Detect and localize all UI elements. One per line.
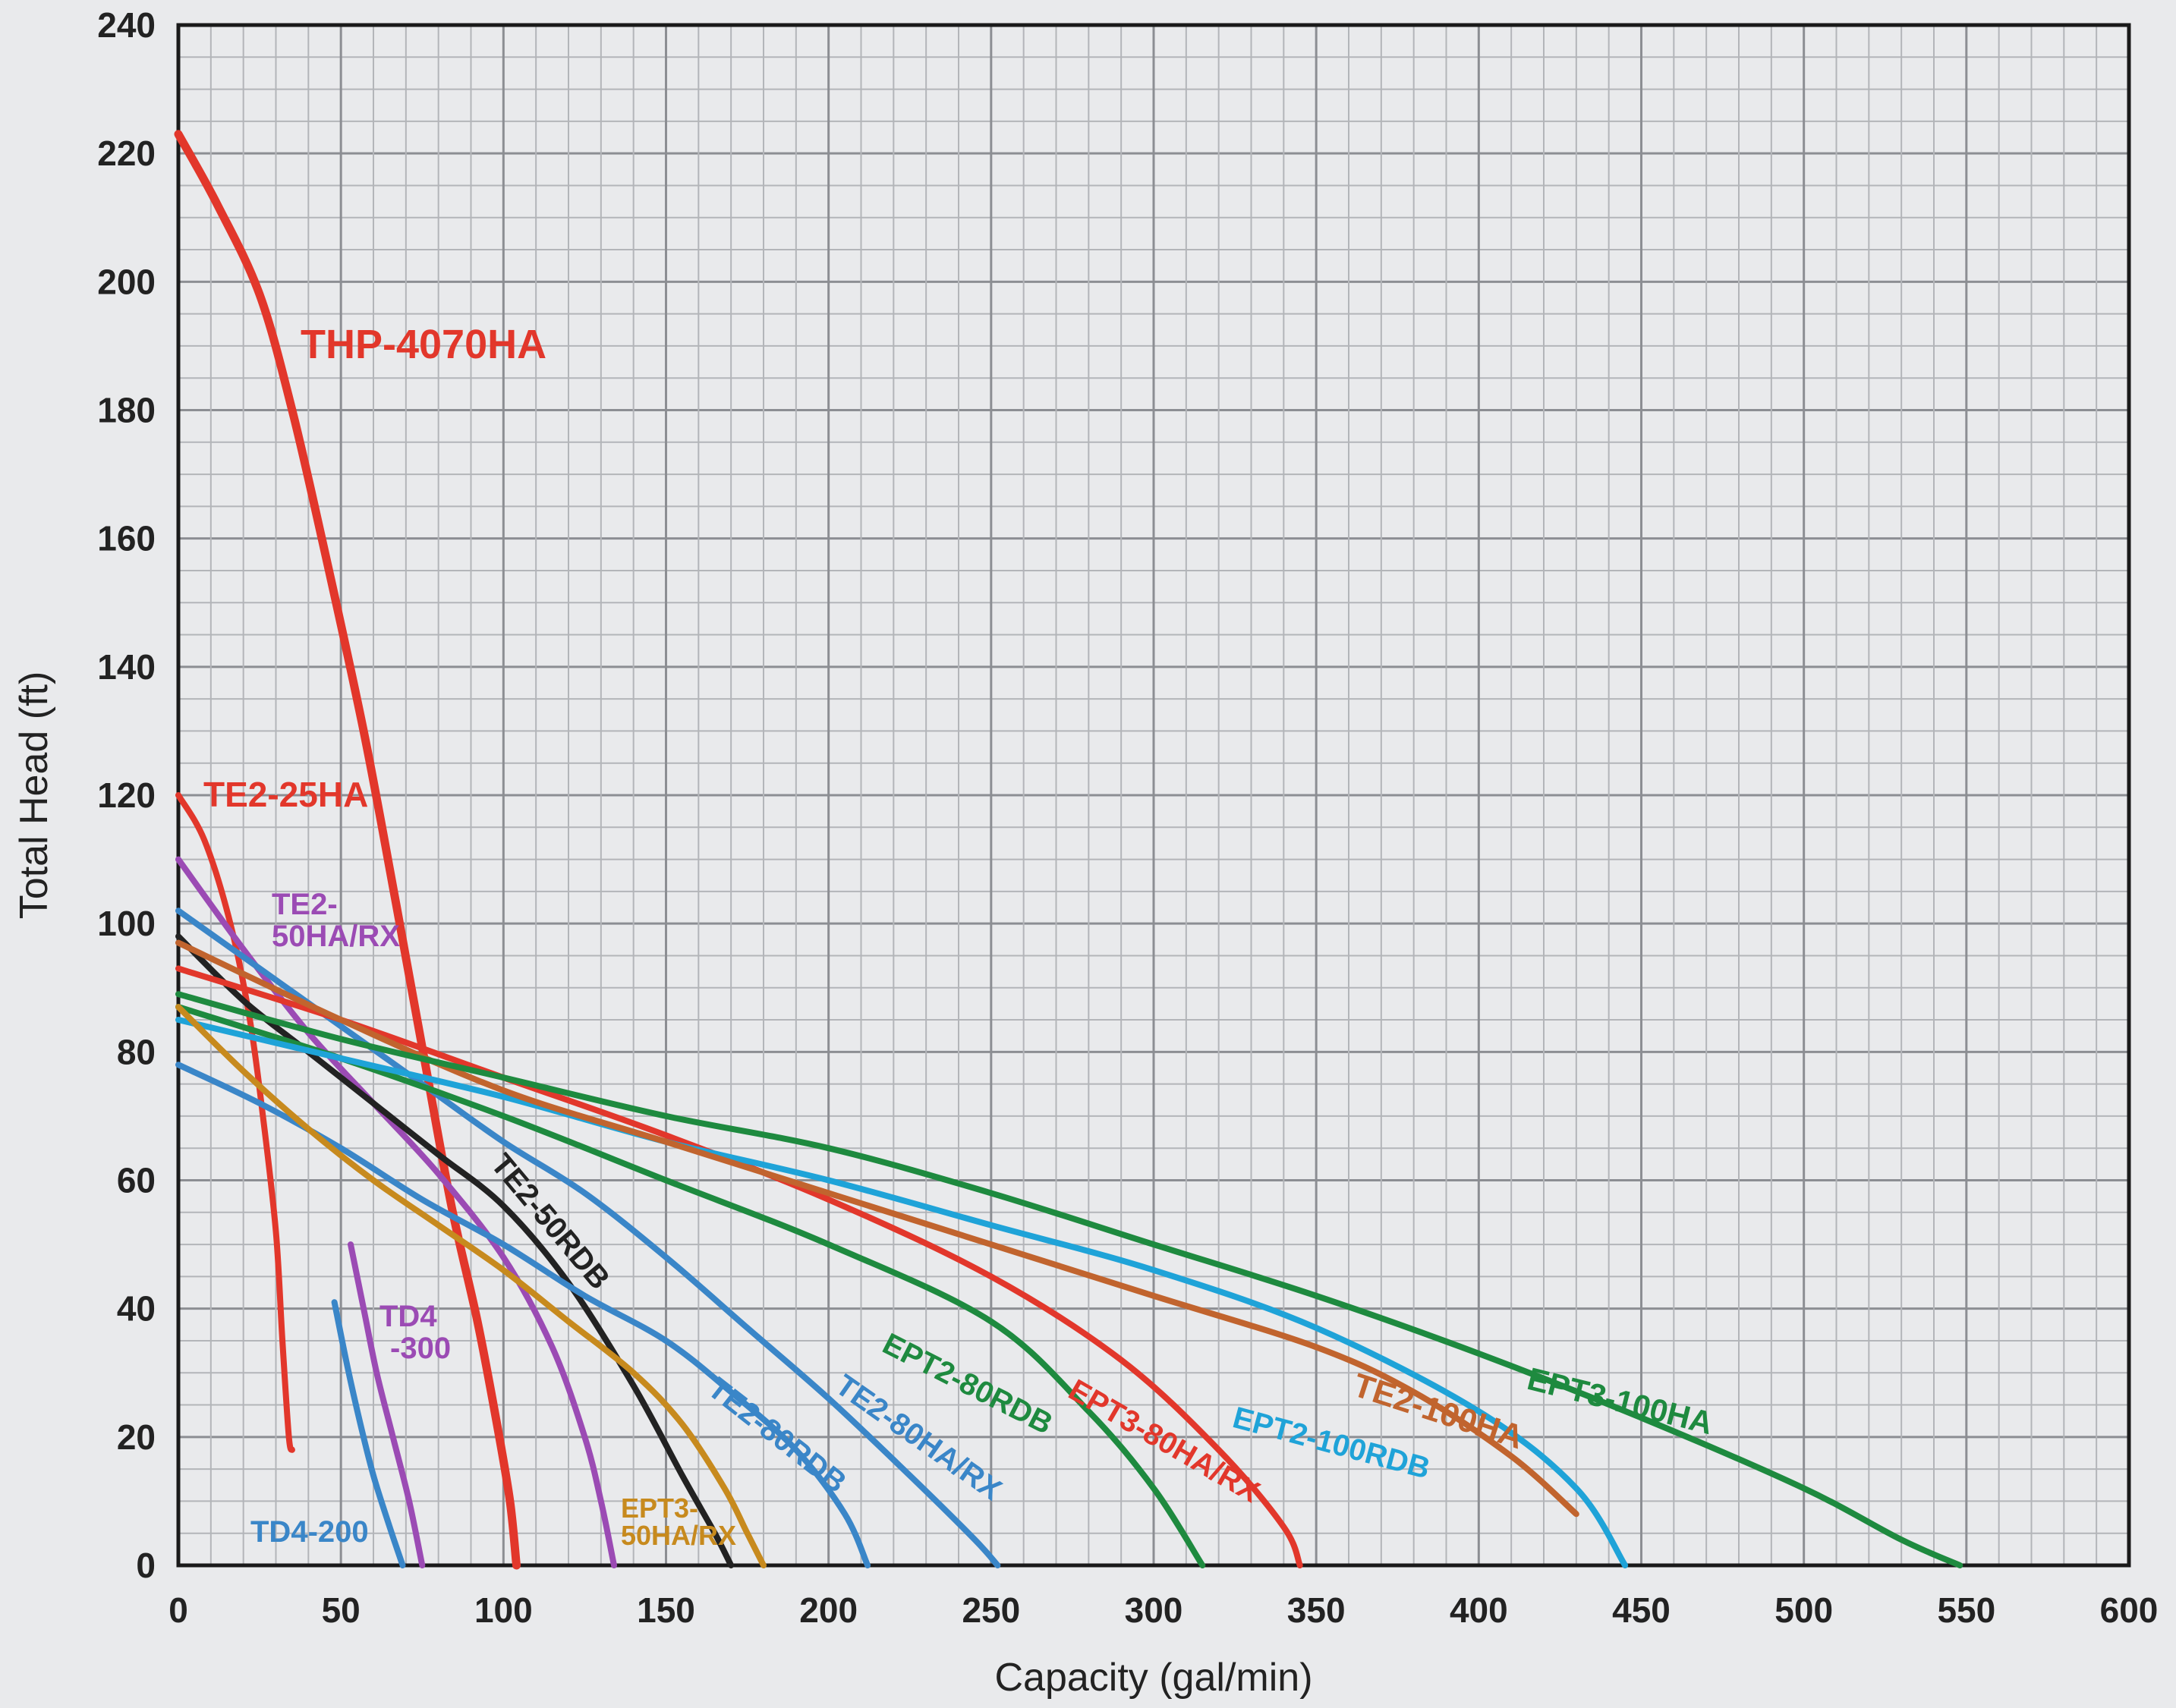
series-label-td4-200: TD4-200 (250, 1515, 369, 1549)
x-tick-label: 300 (1125, 1590, 1183, 1630)
series-line-td4-300 (348, 1241, 426, 1568)
series-label-td4-300: TD4 -300 (379, 1300, 451, 1365)
grid (177, 24, 2130, 1567)
x-tick-label: 550 (1937, 1590, 1995, 1630)
series-label-thp-4070ha: THP-4070HA (301, 322, 546, 367)
series-label-te2-50ha-rx: TE2-50HA/RX (272, 888, 400, 953)
series-line-te2-25ha (175, 792, 295, 1453)
x-tick-label: 0 (168, 1590, 188, 1630)
series-line-te2-50ha-rx (175, 856, 617, 1568)
x-tick-label: 500 (1774, 1590, 1833, 1630)
x-tick-label: 100 (474, 1590, 533, 1630)
y-tick-label: 240 (97, 5, 156, 45)
y-tick-label: 120 (97, 775, 156, 815)
x-tick-label: 200 (799, 1590, 858, 1630)
x-tick-label: 50 (322, 1590, 361, 1630)
series-line-ept2-80rdb (175, 1004, 1206, 1568)
series-label-te2-25ha: TE2-25HA (203, 775, 368, 814)
y-tick-label: 200 (97, 262, 156, 301)
series-line-ept3-50ha-rx (175, 1004, 767, 1568)
y-tick-label: 0 (136, 1546, 156, 1585)
y-tick-label: 220 (97, 134, 156, 173)
y-tick-label: 40 (117, 1289, 156, 1329)
y-tick-label: 80 (117, 1032, 156, 1071)
x-tick-label: 250 (962, 1590, 1020, 1630)
series-line-ept3-100ha (175, 991, 1963, 1568)
series-line-thp-4070ha (174, 130, 521, 1570)
y-tick-label: 160 (97, 519, 156, 558)
x-axis-label: Capacity (gal/min) (994, 1656, 1312, 1700)
x-tick-label: 450 (1612, 1590, 1671, 1630)
axis-ticks: 0 20 40 60 80 100 120 140 160 180 200 220 240 0 50 100 1… (97, 5, 2158, 1630)
x-tick-label: 150 (637, 1590, 695, 1630)
y-tick-label: 180 (97, 391, 156, 430)
series-label-ept3-50ha-rx: EPT3-50HA/RX (621, 1493, 736, 1551)
y-tick-label: 100 (97, 904, 156, 943)
series-lines (174, 130, 1963, 1570)
y-tick-label: 20 (117, 1417, 156, 1457)
series-line-ept3-80ha-rx (175, 965, 1303, 1568)
series-line-ept2-100rdb (175, 1017, 1629, 1568)
y-tick-label: 140 (97, 647, 156, 687)
y-tick-label: 60 (117, 1161, 156, 1200)
x-tick-label: 350 (1287, 1590, 1346, 1630)
x-tick-label: 600 (2100, 1590, 2159, 1630)
y-axis-label: Total Head (ft) (12, 672, 56, 920)
series-line-te2-50rdb (175, 933, 735, 1568)
series-line-td4-200 (331, 1299, 406, 1568)
x-tick-label: 400 (1450, 1590, 1508, 1630)
